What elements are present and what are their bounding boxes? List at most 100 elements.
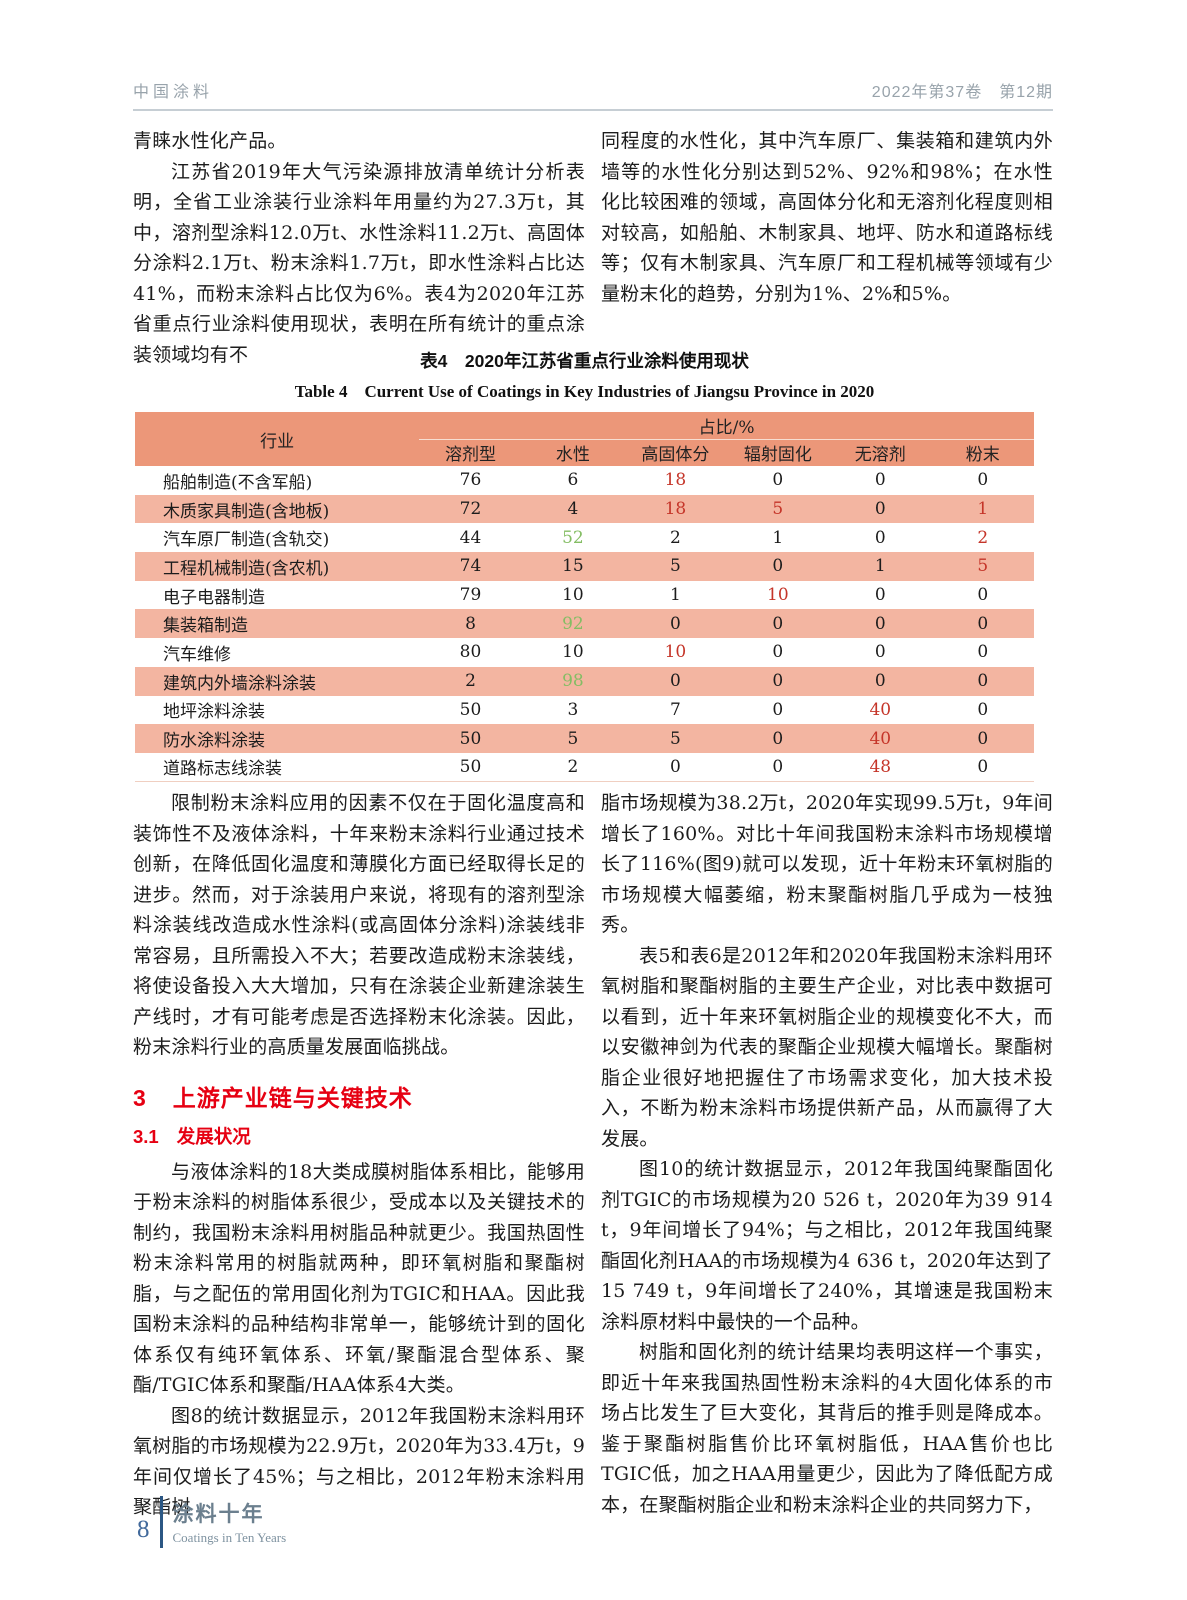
value-cell: 0: [624, 609, 727, 639]
issue-info: 2022年第37卷 第12期: [871, 84, 1053, 101]
intro-left-column: 青睐水性化产品。 江苏省2019年大气污染源排放清单统计分析表明，全省工业涂装行…: [133, 126, 585, 370]
intro-section: 青睐水性化产品。 江苏省2019年大气污染源排放清单统计分析表明，全省工业涂装行…: [133, 126, 1053, 370]
value-cell: 0: [726, 666, 830, 696]
value-cell: 0: [669, 756, 681, 777]
footer-brand: 涂料十年 Coatings in Ten Years: [173, 1498, 287, 1546]
value-cell: 0: [874, 585, 886, 606]
paragraph: 表5和表6是2012年和2020年我国粉末涂料用环氧树脂和聚酯树脂的主要生产企业…: [601, 944, 1053, 1150]
column-header: 高固体分: [624, 439, 727, 466]
value-cell: 50: [459, 756, 482, 777]
value-cell: 5: [624, 724, 727, 753]
value-cell: 40: [869, 699, 892, 720]
paragraph: 树脂和固化剂的统计结果均表明这样一个事实，即近十年来我国热固性粉末涂料的4大固化…: [601, 1341, 1053, 1516]
column-group-header: 占比/%: [419, 412, 1034, 440]
value-cell: 50: [459, 699, 482, 720]
table-header-row: 行业 占比/%: [135, 412, 1034, 466]
industry-cell: 船舶制造(不含军船): [163, 472, 313, 493]
table-row: 木质家具制造(含地板) 72 4 18 5 0 1: [135, 494, 1034, 524]
table4-block: 表4 2020年江苏省重点行业涂料使用现状 Table 4 Current Us…: [135, 348, 1034, 783]
value-cell: 0: [726, 724, 830, 753]
value-cell: 74: [419, 552, 522, 581]
paragraph: 图8的统计数据显示，2012年我国粉末涂料用环氧树脂的市场规模为22.9万t，2…: [133, 1404, 585, 1519]
value-cell: 0: [772, 699, 784, 720]
section-heading: 3 上游产业链与关键技术: [133, 1079, 585, 1113]
value-cell: 0: [874, 527, 886, 548]
value-cell: 0: [829, 609, 932, 639]
value-cell: 0: [977, 642, 989, 663]
body-right-column: 脂市场规模为38.2万t，2020年实现99.5万t，9年间增长了160%。对比…: [601, 788, 1053, 1523]
value-cell: 18: [624, 494, 727, 524]
value-cell: 2: [977, 527, 989, 548]
value-cell: 0: [977, 756, 989, 777]
value-cell: 6: [567, 470, 579, 491]
table-subheader-row: 溶剂型 水性 高固体分 辐射固化 无溶剂 粉末: [135, 439, 1034, 466]
value-cell: 5: [931, 552, 1034, 581]
footer-brand-zh: 涂料十年: [172, 1503, 265, 1526]
industry-cell: 集装箱制造: [135, 609, 420, 639]
paragraph: 与液体涂料的18大类成膜树脂体系相比，能够用于粉末涂料的树脂体系很少，受成本以及…: [133, 1160, 585, 1397]
value-cell: 0: [977, 585, 989, 606]
value-cell: 0: [874, 642, 886, 663]
value-cell: 2: [419, 666, 522, 696]
value-cell: 52: [562, 527, 584, 548]
value-cell: 80: [459, 642, 482, 663]
value-cell: 0: [829, 666, 932, 696]
running-head: 中国涂料 2022年第37卷 第12期: [133, 78, 1053, 111]
subsection-heading: 3.1 发展状况: [133, 1123, 585, 1149]
table-row: 集装箱制造 8 92 0 0 0 0: [135, 609, 1034, 639]
value-cell: 10: [562, 585, 584, 606]
column-header-industry: 行业: [135, 412, 420, 466]
value-cell: 1: [829, 552, 932, 581]
page-number: 8: [137, 1516, 150, 1543]
value-cell: 0: [977, 699, 989, 720]
table-row: 电子电器制造 79 10 1 10 0 0: [135, 581, 1034, 610]
industry-cell: 地坪涂料涂装: [163, 702, 265, 723]
value-cell: 5: [726, 494, 830, 524]
value-cell: 0: [874, 470, 886, 491]
paragraph: 图10的统计数据显示，2012年我国纯聚酯固化剂TGIC的市场规模为20 526…: [601, 1158, 1053, 1333]
industry-cell: 防水涂料涂装: [135, 724, 420, 753]
footer-brand-en: Coatings in Ten Years: [172, 1530, 287, 1545]
intro-right-column: 同程度的水性化，其中汽车原厂、集装箱和建筑内外墙等的水性化分别达到52%、92%…: [601, 126, 1053, 370]
value-cell: 5: [624, 552, 727, 581]
column-header: 无溶剂: [829, 439, 932, 466]
section-title: 上游产业链与关键技术: [172, 1084, 413, 1111]
value-cell: 0: [931, 724, 1034, 753]
value-cell: 50: [419, 724, 522, 753]
table-title-zh: 表4 2020年江苏省重点行业涂料使用现状: [420, 351, 749, 371]
value-cell: 15: [521, 552, 625, 581]
value-cell: 76: [459, 470, 482, 491]
body-left-column: 限制粉末涂料应用的因素不仅在于固化温度高和装饰性不及液体涂料，十年来粉末涂料行业…: [133, 788, 585, 1523]
value-cell: 0: [977, 470, 989, 491]
subsection-title: 发展状况: [176, 1125, 251, 1147]
table-row: 汽车原厂制造(含轨交) 44 52 2 1 0 2: [135, 523, 1034, 552]
value-cell: 79: [459, 585, 482, 606]
value-cell: 0: [726, 609, 830, 639]
industry-cell: 汽车维修: [163, 644, 231, 665]
section-number: 3: [133, 1084, 147, 1111]
value-cell: 0: [624, 666, 727, 696]
paragraph: 同程度的水性化，其中汽车原厂、集装箱和建筑内外墙等的水性化分别达到52%、92%…: [601, 130, 1053, 305]
column-header: 溶剂型: [419, 439, 522, 466]
industry-cell: 电子电器制造: [163, 587, 265, 608]
journal-name: 中国涂料: [133, 84, 214, 101]
value-cell: 48: [869, 756, 892, 777]
value-cell: 18: [664, 470, 687, 491]
value-cell: 92: [521, 609, 625, 639]
paragraph: 青睐水性化产品。: [133, 130, 287, 152]
column-header: 粉末: [931, 439, 1034, 466]
industry-cell: 建筑内外墙涂料涂装: [135, 666, 420, 696]
value-cell: 0: [931, 666, 1034, 696]
value-cell: 0: [829, 494, 932, 524]
value-cell: 0: [772, 756, 784, 777]
value-cell: 5: [521, 724, 625, 753]
column-header: 辐射固化: [726, 439, 830, 466]
subsection-number: 3.1: [133, 1125, 159, 1147]
value-cell: 0: [772, 642, 784, 663]
value-cell: 10: [562, 642, 584, 663]
value-cell: 0: [931, 609, 1034, 639]
value-cell: 0: [726, 552, 830, 581]
value-cell: 1: [772, 527, 784, 548]
value-cell: 3: [567, 699, 579, 720]
